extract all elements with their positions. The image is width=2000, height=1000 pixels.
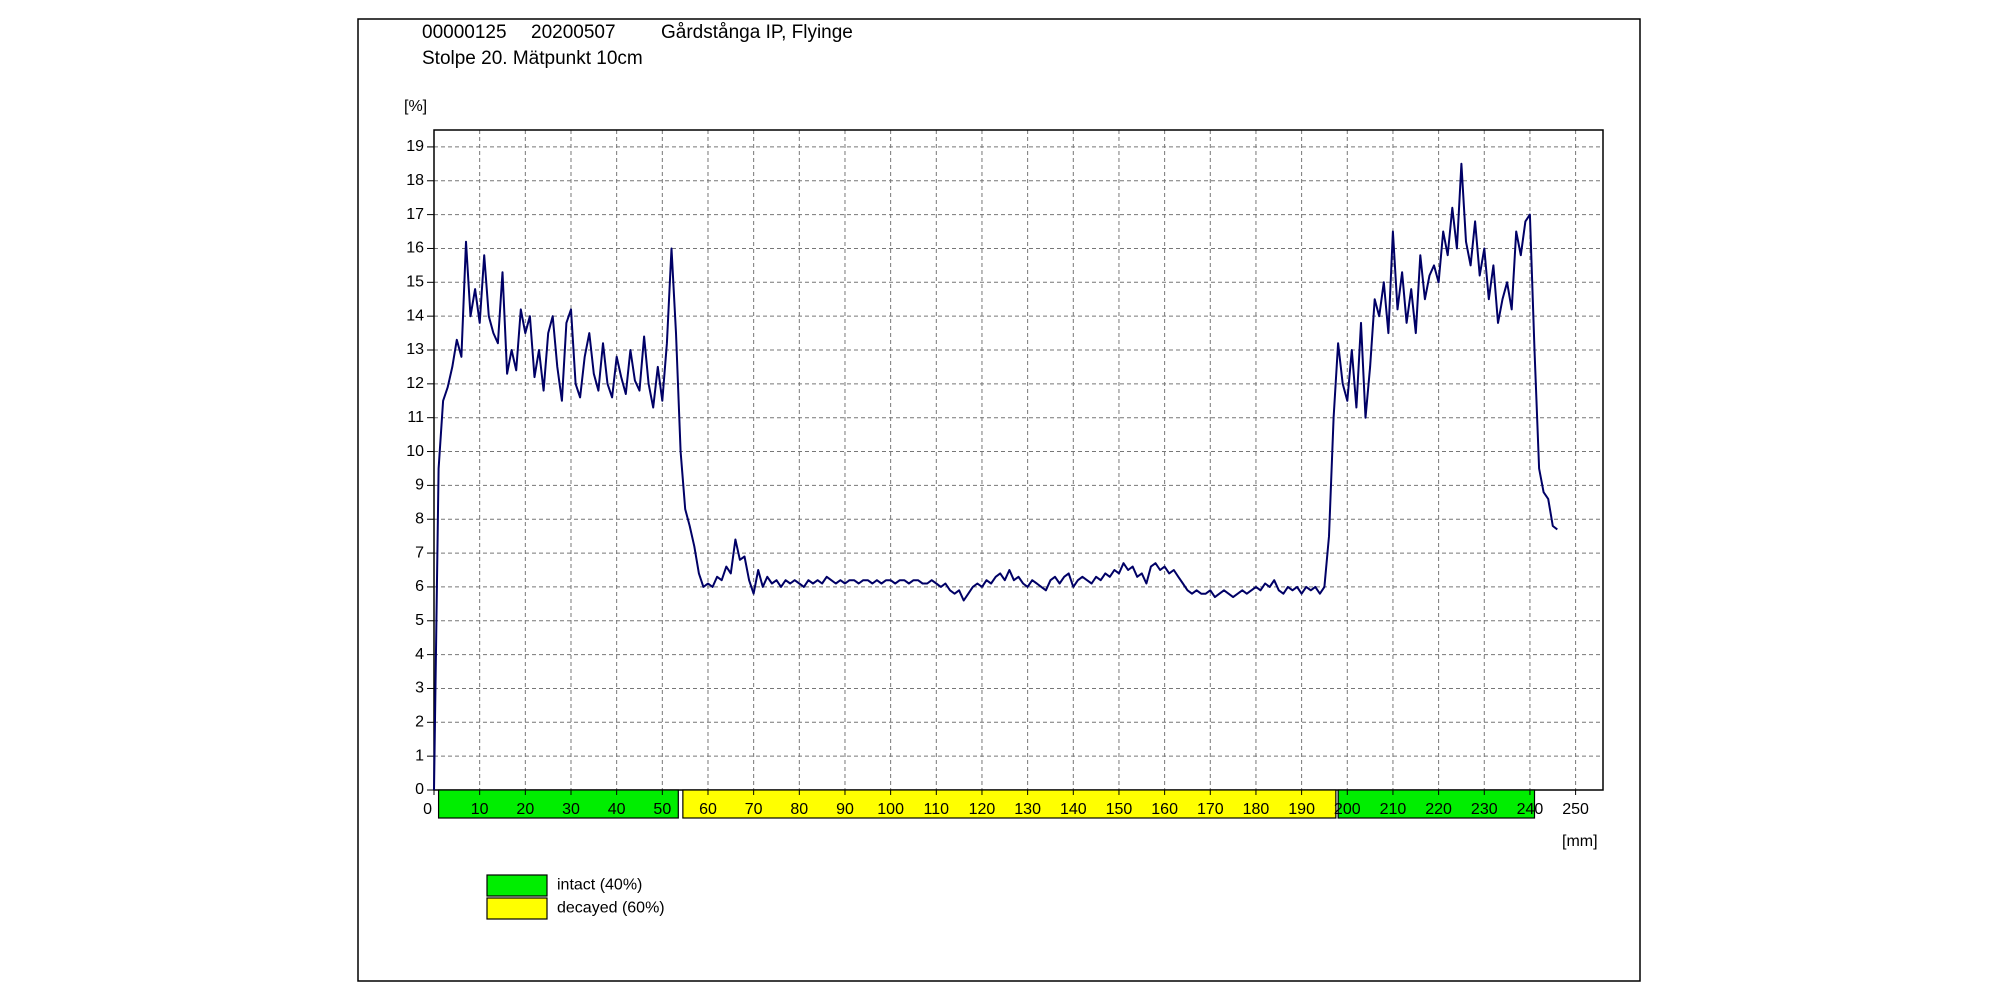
x-tick-label: 150 (1106, 801, 1133, 818)
x-tick-label: 210 (1380, 801, 1407, 818)
x-tick-label: 10 (471, 801, 489, 818)
chart-subtitle: Stolpe 20. Mätpunkt 10cm (422, 48, 643, 69)
record-id: 00000125 (422, 22, 507, 43)
legend-swatch (486, 897, 548, 920)
y-tick-label: 6 (415, 578, 424, 595)
x-tick-label: 100 (877, 801, 904, 818)
y-axis-unit: [%] (404, 98, 427, 115)
y-tick-label: 3 (415, 680, 424, 697)
x-tick-label: 90 (836, 801, 854, 818)
x-tick-label: 40 (608, 801, 626, 818)
x-tick-label: 20 (516, 801, 534, 818)
y-tick-label: 15 (406, 274, 424, 291)
zone (682, 789, 1337, 819)
y-tick-label: 5 (415, 612, 424, 629)
plot-area (434, 130, 1603, 790)
y-tick-label: 11 (407, 409, 424, 426)
zone (1337, 789, 1536, 819)
x-tick-label: 80 (790, 801, 808, 818)
x-tick-label: 200 (1334, 801, 1361, 818)
x-tick-label: 180 (1243, 801, 1270, 818)
y-tick-label: 7 (415, 544, 424, 561)
record-site: Gårdstånga IP, Flyinge (661, 22, 853, 43)
zone (437, 789, 679, 819)
x-tick-label: 50 (653, 801, 671, 818)
x-tick-label: 60 (699, 801, 717, 818)
x-tick-label: 110 (924, 801, 950, 818)
y-tick-label: 16 (406, 240, 424, 257)
y-tick-label: 8 (415, 510, 424, 527)
y-tick-label: 1 (415, 747, 424, 764)
y-tick-label: 14 (406, 307, 424, 324)
x-axis-unit: [mm] (1562, 833, 1598, 850)
x-tick-label: 0 (423, 801, 432, 818)
y-tick-label: 4 (415, 646, 424, 663)
y-tick-label: 17 (406, 206, 424, 223)
y-tick-label: 13 (406, 341, 424, 358)
x-tick-label: 140 (1060, 801, 1087, 818)
x-tick-label: 130 (1014, 801, 1041, 818)
y-tick-label: 18 (406, 172, 424, 189)
legend-swatch (486, 874, 548, 897)
legend-label: intact (40%) (557, 877, 642, 894)
y-tick-label: 19 (406, 138, 424, 155)
legend-label: decayed (60%) (557, 900, 665, 917)
y-tick-label: 12 (406, 375, 424, 392)
y-tick-label: 9 (415, 477, 424, 494)
x-tick-label: 160 (1151, 801, 1178, 818)
y-tick-label: 10 (406, 443, 424, 460)
x-tick-label: 240 (1517, 801, 1544, 818)
x-tick-label: 70 (745, 801, 763, 818)
x-tick-label: 190 (1288, 801, 1315, 818)
record-date: 20200507 (531, 22, 616, 43)
x-tick-label: 170 (1197, 801, 1224, 818)
y-tick-label: 0 (415, 781, 424, 798)
x-tick-label: 120 (969, 801, 996, 818)
x-tick-label: 30 (562, 801, 580, 818)
x-tick-label: 250 (1562, 801, 1589, 818)
data-line (433, 162, 1558, 791)
x-tick-label: 220 (1425, 801, 1452, 818)
x-tick-label: 230 (1471, 801, 1498, 818)
y-tick-label: 2 (415, 714, 424, 731)
